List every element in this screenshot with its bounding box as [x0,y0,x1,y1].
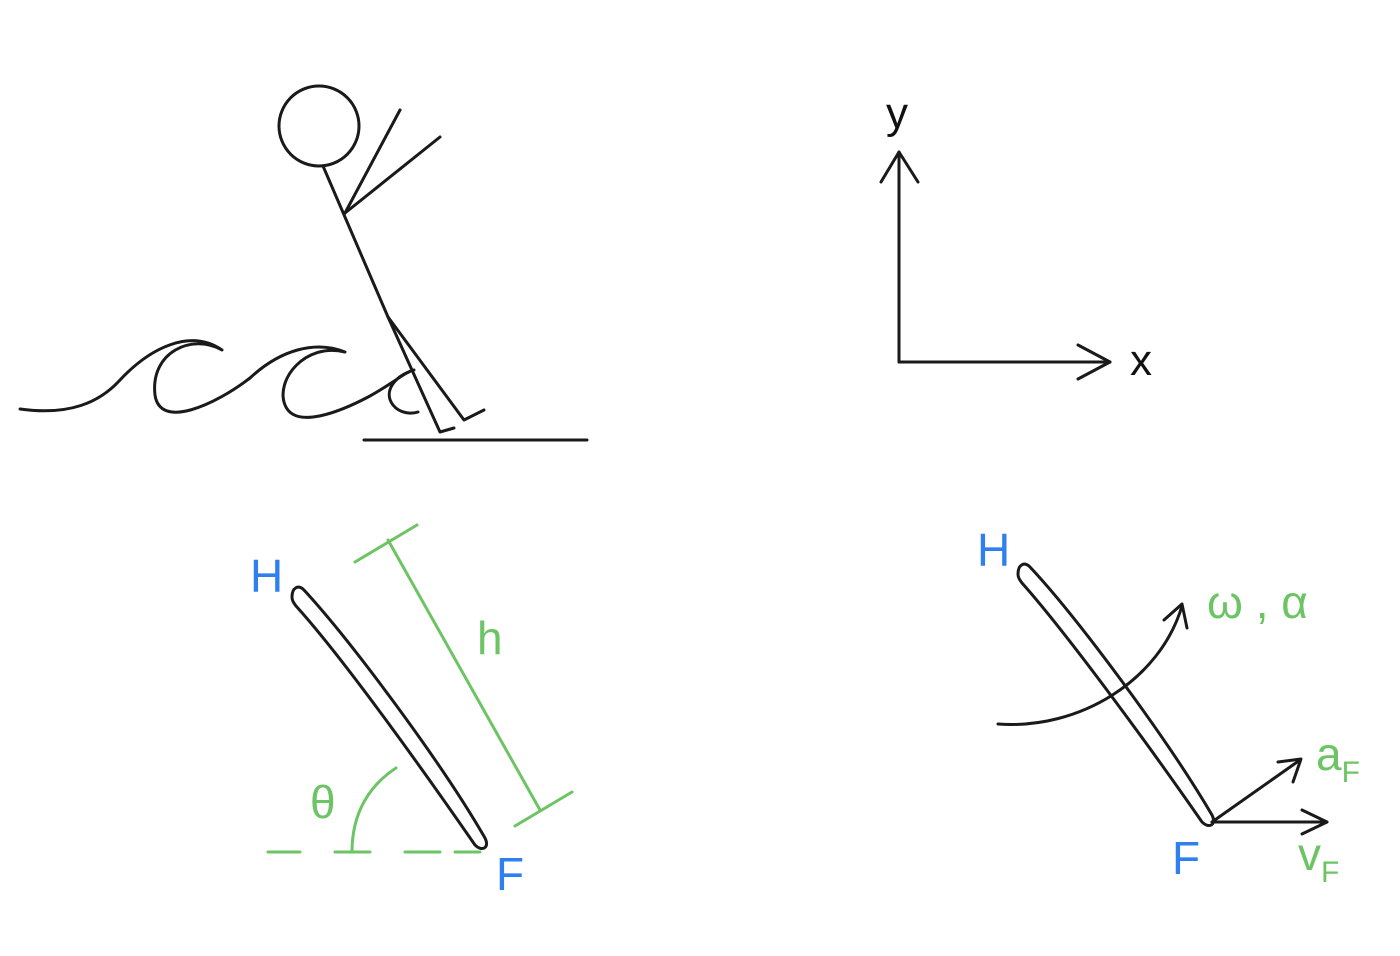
stick-figure-leg-front [386,315,486,422]
velocity-label: vF [1298,828,1339,889]
point-f-label: F [496,848,524,900]
acceleration-vector [1210,758,1302,824]
surfer-sketch [18,84,589,442]
point-h-label: H [250,550,283,602]
coordinate-axes: y x [879,89,1152,385]
velocity-symbol: v [1298,828,1321,880]
velocity-subscript: F [1321,856,1339,889]
angle-theta-label: θ [310,776,336,828]
length-dimension-tick-top [353,523,419,564]
rotation-arrowhead [1162,602,1189,630]
stick-figure-head [277,84,361,168]
rod-body [290,585,489,850]
velocity-arrowhead [1300,808,1329,836]
stick-figure-leg-back [386,315,456,434]
point-f-label: F [1172,832,1200,884]
wave-line [18,339,420,419]
acceleration-symbol: a [1316,728,1342,780]
stick-figure-arm-upper [343,108,402,215]
length-dimension-tick-bottom [513,790,574,828]
x-axis-label: x [1130,336,1152,385]
x-axis-arrowhead [1076,343,1112,381]
omega-alpha-label: ω , α [1207,576,1308,628]
rotation-arrow-arc [996,604,1184,726]
rod-body [1016,562,1216,827]
rod-kinematics-diagram: H F ω , α aF vF [977,524,1360,889]
acceleration-label: aF [1316,728,1360,789]
stick-figure-arm-lower [343,135,442,215]
acceleration-arrowhead [1276,757,1303,784]
rod-geometry-diagram: H F h θ [250,523,574,900]
length-dimension-line [386,538,542,812]
angle-arc [350,766,398,854]
point-h-label: H [977,524,1010,576]
y-axis-arrowhead [879,150,920,184]
y-axis-label: y [886,89,908,138]
stick-figure-torso [321,164,390,319]
length-h-label: h [477,612,503,664]
acceleration-subscript: F [1342,756,1360,789]
